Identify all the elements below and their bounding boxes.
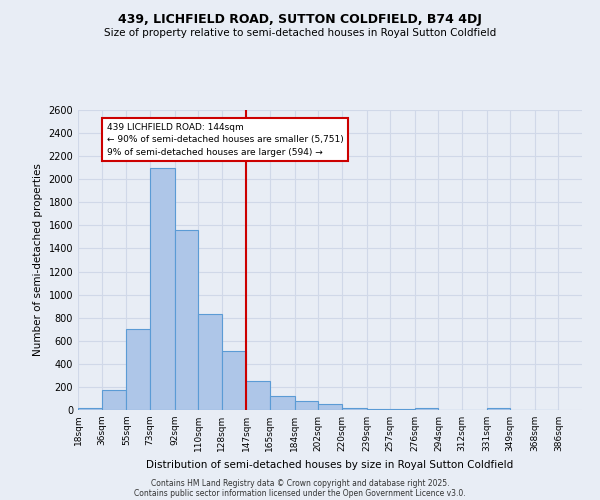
Bar: [487, 408, 510, 410]
Bar: [127, 329, 150, 410]
X-axis label: Distribution of semi-detached houses by size in Royal Sutton Coldfield: Distribution of semi-detached houses by …: [146, 460, 514, 469]
Bar: [247, 381, 270, 410]
Text: 439, LICHFIELD ROAD, SUTTON COLDFIELD, B74 4DJ: 439, LICHFIELD ROAD, SUTTON COLDFIELD, B…: [118, 12, 482, 26]
Text: 439 LICHFIELD ROAD: 144sqm
← 90% of semi-detached houses are smaller (5,751)
9% : 439 LICHFIELD ROAD: 144sqm ← 90% of semi…: [107, 122, 343, 156]
Bar: [198, 314, 221, 410]
Bar: [295, 402, 318, 410]
Bar: [318, 404, 342, 410]
Bar: [221, 351, 247, 410]
Bar: [367, 409, 390, 410]
Text: Contains public sector information licensed under the Open Government Licence v3: Contains public sector information licen…: [134, 488, 466, 498]
Bar: [415, 408, 439, 410]
Bar: [175, 230, 198, 410]
Y-axis label: Number of semi-detached properties: Number of semi-detached properties: [33, 164, 43, 356]
Bar: [101, 390, 127, 410]
Bar: [342, 408, 367, 410]
Text: Size of property relative to semi-detached houses in Royal Sutton Coldfield: Size of property relative to semi-detach…: [104, 28, 496, 38]
Bar: [270, 396, 295, 410]
Bar: [78, 408, 101, 410]
Text: Contains HM Land Registry data © Crown copyright and database right 2025.: Contains HM Land Registry data © Crown c…: [151, 478, 449, 488]
Bar: [150, 168, 175, 410]
